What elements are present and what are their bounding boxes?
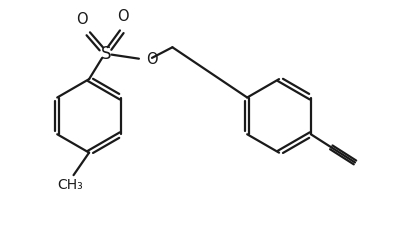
Text: O: O bbox=[76, 12, 88, 27]
Text: O: O bbox=[146, 52, 157, 67]
Text: O: O bbox=[117, 9, 128, 24]
Text: S: S bbox=[101, 45, 111, 63]
Text: CH₃: CH₃ bbox=[58, 178, 83, 192]
